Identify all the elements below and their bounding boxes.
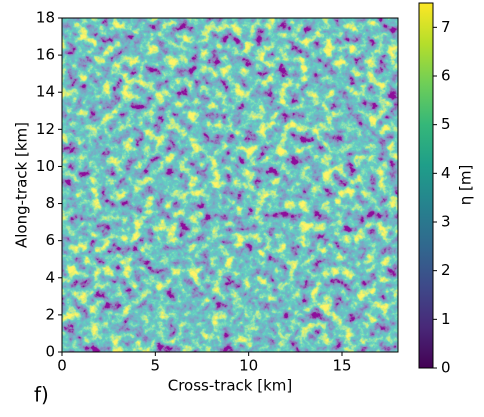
y-tick-label: 8 xyxy=(45,194,55,212)
y-tick-label: 6 xyxy=(45,231,55,249)
y-tick-label: 2 xyxy=(45,305,55,323)
y-axis-label: Along-track [km] xyxy=(13,122,31,248)
colorbar-tick-label: 3 xyxy=(441,213,451,231)
x-tick-label: 5 xyxy=(151,357,161,375)
colorbar-label: η [m] xyxy=(457,165,475,206)
x-tick-label: 0 xyxy=(57,357,67,375)
plot-frame xyxy=(61,17,399,353)
x-tick-label: 10 xyxy=(239,357,258,375)
colorbar-tick-label: 4 xyxy=(441,164,451,182)
y-tick-label: 16 xyxy=(36,46,55,64)
colorbar-tick-label: 5 xyxy=(441,115,451,133)
y-tick-label: 4 xyxy=(45,268,55,286)
colorbar-tick-label: 2 xyxy=(441,261,451,279)
y-tick-label: 0 xyxy=(45,343,55,361)
y-tick-label: 18 xyxy=(36,9,55,27)
y-tick-label: 10 xyxy=(36,157,55,175)
y-tick-label: 12 xyxy=(36,120,55,138)
colorbar-tick-label: 7 xyxy=(441,18,451,36)
y-tick-label: 14 xyxy=(36,83,55,101)
colorbar-tick-label: 0 xyxy=(441,359,451,377)
x-axis-label: Cross-track [km] xyxy=(168,377,292,395)
colorbar-tick-label: 1 xyxy=(441,310,451,328)
x-tick-label: 15 xyxy=(332,357,351,375)
colorbar-tick-label: 6 xyxy=(441,67,451,85)
heatmap-field xyxy=(62,18,398,352)
panel-label: f) xyxy=(34,383,49,407)
colorbar xyxy=(418,2,434,369)
